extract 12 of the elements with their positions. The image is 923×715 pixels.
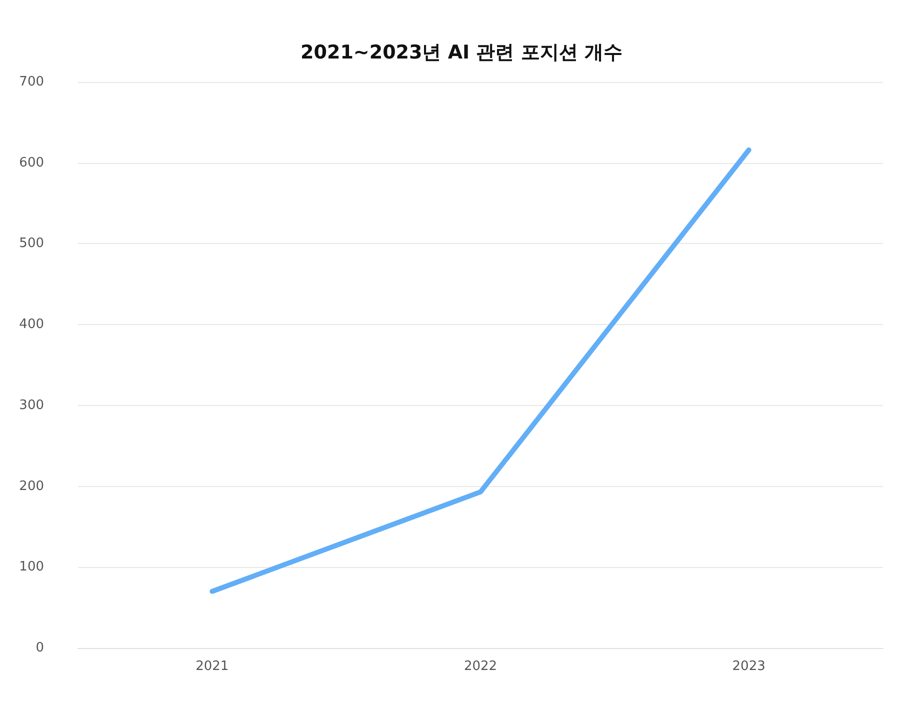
chart-title: 2021~2023년 AI 관련 포지션 개수	[300, 42, 622, 64]
y-tick-label: 400	[19, 317, 44, 332]
y-tick-label: 300	[19, 398, 44, 413]
y-tick-label: 500	[19, 236, 44, 252]
x-tick-label: 2021	[196, 659, 229, 674]
y-tick-label: 100	[19, 560, 44, 575]
y-tick-label: 0	[36, 640, 44, 656]
y-tick-label: 700	[19, 74, 44, 90]
x-tick-label: 2023	[732, 659, 766, 674]
y-tick-label: 200	[19, 478, 44, 494]
x-tick-label: 2022	[464, 659, 498, 674]
y-tick-label: 600	[19, 155, 44, 170]
